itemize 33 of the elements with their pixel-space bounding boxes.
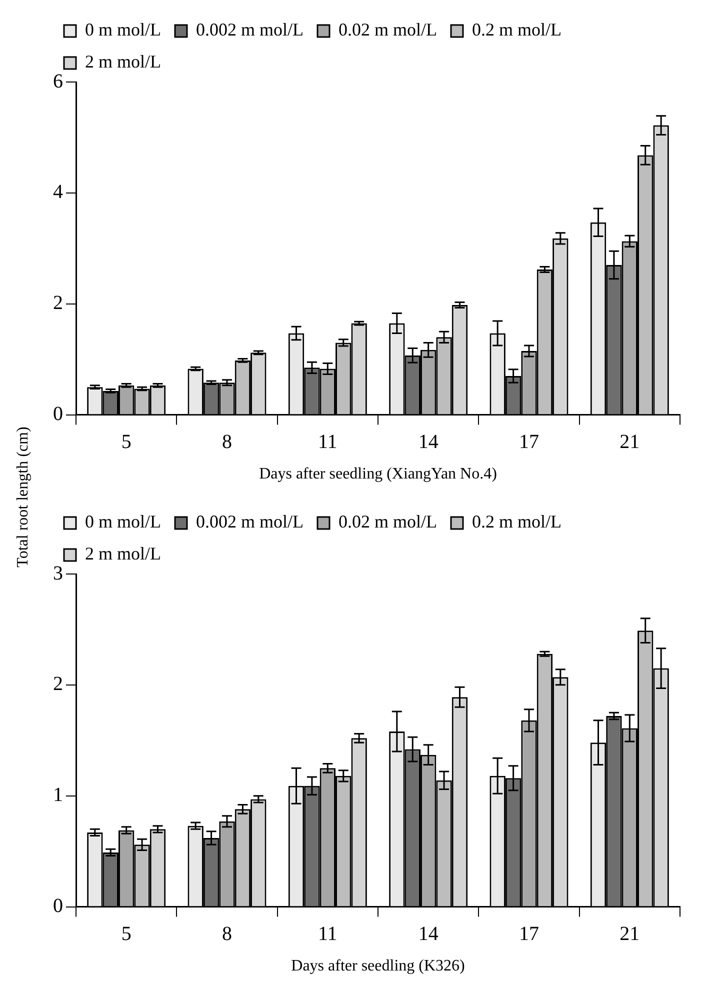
x-tick-label: 5: [121, 923, 132, 946]
x-tick-label: 21: [620, 923, 640, 946]
legend-label: 0.02 m mol/L: [338, 20, 437, 40]
y-tick-label: 0: [53, 895, 63, 918]
x-axis-title: Days after seedling (K326): [291, 958, 465, 975]
x-tick-label: 8: [222, 431, 232, 454]
x-tick-label: 17: [519, 923, 539, 946]
legend-label: 0.02 m mol/L: [338, 512, 437, 532]
legend-label: 0.2 m mol/L: [472, 20, 562, 40]
x-tick-label: 8: [222, 923, 232, 946]
x-tick-label: 17: [519, 431, 539, 454]
legend-label: 0.2 m mol/L: [472, 512, 562, 532]
y-tick-label: 0: [53, 403, 63, 426]
x-tick-label: 5: [121, 431, 132, 454]
x-tick-label: 11: [318, 431, 338, 454]
x-tick-label: 21: [620, 431, 640, 454]
y-tick-label: 1: [53, 784, 63, 806]
legend-label: 0 m mol/L: [85, 20, 161, 40]
legend-label: 0.002 m mol/L: [196, 512, 304, 532]
x-tick-label: 14: [418, 923, 438, 946]
y-tick-label: 3: [53, 562, 63, 584]
y-tick-label: 2: [53, 292, 63, 314]
legend-label: 2 m mol/L: [85, 52, 161, 72]
y-tick-label: 4: [53, 181, 63, 204]
x-tick-label: 11: [318, 923, 338, 946]
y-axis-title: Total root length (cm): [14, 426, 32, 568]
legend-label: 2 m mol/L: [85, 544, 161, 564]
y-tick-label: 6: [53, 70, 63, 92]
y-tick-label: 2: [53, 673, 63, 696]
x-axis-title: Days after seedling (XiangYan No.4): [259, 466, 497, 483]
legend-label: 0 m mol/L: [85, 512, 161, 532]
x-tick-label: 14: [418, 431, 438, 454]
legend-label: 0.002 m mol/L: [196, 20, 304, 40]
